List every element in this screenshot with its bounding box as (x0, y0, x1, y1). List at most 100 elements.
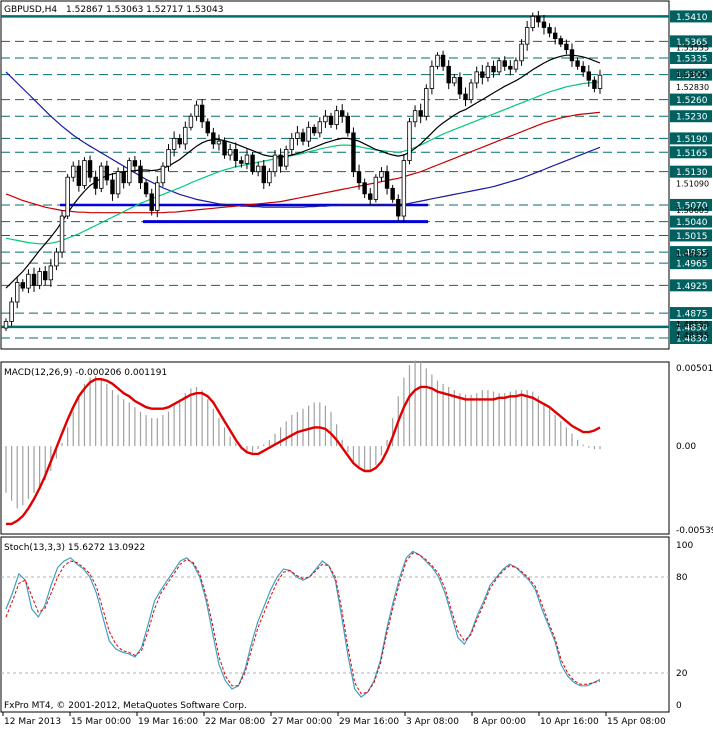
time-axis-label: 3 Apr 08:00 (406, 717, 459, 727)
chart-header-ohlc: 1.52867 1.53063 1.52717 1.53043 (66, 5, 223, 15)
candle-body (317, 121, 323, 134)
price-level-label: 1.5260 (676, 96, 708, 106)
candle-body (177, 138, 182, 145)
candle-body (272, 154, 278, 173)
price-level-tag (670, 165, 712, 178)
candle-body (519, 43, 524, 62)
candle-body (194, 104, 199, 117)
time-axis-label: 15 Apr 08:00 (607, 717, 666, 727)
macd-pane: 0.005017 0.00 -0.00539 (5, 360, 713, 536)
price-axis-label: 1.48355 (676, 331, 709, 340)
candle-body (121, 171, 126, 184)
price-level-label: 1.5335 (676, 55, 708, 65)
chart-header-symbol: GBPUSD,H4 (4, 5, 57, 15)
price-level-tag (670, 332, 712, 345)
candle-body (373, 176, 379, 200)
price-level-label: 1.4830 (676, 335, 708, 345)
stoch-pane-frame (0, 536, 670, 713)
candle-body (384, 171, 390, 189)
stoch-pane: 100 80 20 0 (1, 541, 693, 711)
candle-body (104, 165, 110, 181)
candle-body (93, 176, 98, 189)
candle-body (82, 160, 87, 186)
candle-body (20, 282, 26, 289)
candle-body (429, 65, 435, 89)
macd-axis-label: 0.005017 (676, 364, 713, 374)
candle-body (524, 27, 530, 45)
time-axis-label: 27 Mar 00:00 (272, 717, 332, 727)
candle-body (496, 60, 502, 73)
price-axis-label: 1.50605 (676, 206, 709, 215)
price-level-label: 1.5165 (676, 149, 708, 159)
candle-body (15, 282, 20, 303)
price-level-tag (670, 198, 712, 211)
candle-body (171, 138, 177, 150)
candle-body (334, 110, 339, 125)
candle-body (312, 126, 317, 134)
candle-body (289, 138, 294, 150)
candle-body (558, 38, 563, 45)
price-level-tag (670, 35, 712, 48)
candle-body (183, 126, 188, 145)
stoch-signal-line (5, 552, 601, 695)
stoch-axis-label: 20 (676, 669, 688, 679)
candle-body (323, 115, 328, 123)
candle-body (552, 32, 558, 39)
macd-signal-line (6, 378, 601, 526)
price-level-tag (670, 215, 712, 228)
price-level-tag (670, 10, 712, 23)
candle-body (362, 182, 367, 195)
candle-body (37, 271, 42, 286)
candle-body (76, 165, 82, 186)
candle-body (227, 149, 233, 156)
candle-body (300, 132, 306, 142)
candle-body (379, 171, 384, 178)
candle-body (530, 16, 535, 28)
candle-body (199, 104, 205, 123)
candle-body (283, 149, 289, 167)
price-axis-label: 1.48550 (676, 320, 709, 329)
candle-body (31, 273, 37, 286)
candle-body (278, 154, 283, 167)
time-axis-label: 29 Mar 16:00 (339, 717, 399, 727)
price-level-tag (670, 257, 712, 270)
candle-body (446, 65, 451, 84)
price-axis-label: 1.53535 (676, 44, 709, 53)
ma-green-line (5, 81, 601, 245)
price-level-tag (670, 229, 712, 242)
time-axis-label: 19 Mar 16:00 (138, 717, 198, 727)
copyright-text: FxPro MT4, © 2001-2012, MetaQuotes Softw… (4, 701, 247, 711)
price-level-tag (670, 320, 712, 333)
candle-body (239, 160, 244, 164)
macd-title: MACD(12,26,9) -0.000206 0.001191 (4, 368, 167, 378)
time-axis-label: 12 Mar 2013 (4, 717, 61, 727)
candle-body (65, 176, 70, 217)
candle-body (396, 198, 401, 217)
time-axis-label: 15 Mar 00:00 (71, 717, 131, 727)
candle-body (468, 82, 474, 100)
candle-body (407, 121, 412, 161)
candle-body (502, 60, 507, 67)
price-level-label: 1.5015 (676, 232, 708, 242)
candle-body (418, 110, 423, 117)
candle-body (440, 54, 446, 67)
candle-body (43, 271, 48, 281)
candle-body (480, 71, 485, 78)
price-pane-frame (0, 0, 670, 350)
candle-body (132, 160, 138, 167)
candle-body (244, 154, 250, 164)
time-axis-label: 10 Apr 16:00 (540, 717, 599, 727)
candle-body (71, 165, 76, 178)
price-level-tag (670, 246, 712, 259)
candle-body (485, 65, 491, 78)
macd-axis-label: -0.00539 (676, 526, 713, 536)
candle-body (401, 160, 407, 217)
candle-body (205, 121, 210, 134)
candle-body (87, 160, 93, 178)
candle-body (149, 193, 154, 211)
candle-body (110, 179, 115, 195)
candle-body (26, 273, 31, 289)
candle-body (295, 132, 300, 139)
